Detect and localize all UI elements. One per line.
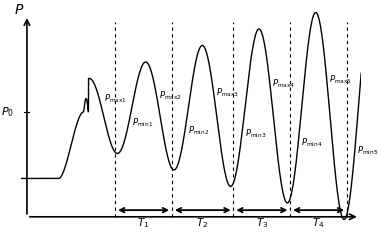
- Text: $P_{\mathrm{max}4}$: $P_{\mathrm{max}4}$: [272, 78, 296, 90]
- Text: $P_{\mathrm{max}2}$: $P_{\mathrm{max}2}$: [159, 89, 182, 102]
- Text: $P_{\mathrm{min}5}$: $P_{\mathrm{min}5}$: [357, 145, 378, 157]
- Text: $P$: $P$: [14, 3, 24, 17]
- Text: $T_1$: $T_1$: [138, 216, 150, 230]
- Text: $P_{\mathrm{min}3}$: $P_{\mathrm{min}3}$: [245, 127, 266, 140]
- Text: $P_{\mathrm{max}3}$: $P_{\mathrm{max}3}$: [216, 87, 239, 99]
- Text: $T_2$: $T_2$: [197, 216, 209, 230]
- Text: $P_{\mathrm{min}1}$: $P_{\mathrm{min}1}$: [132, 117, 153, 129]
- Text: $P_{\mathrm{max}5}$: $P_{\mathrm{max}5}$: [329, 74, 352, 86]
- Text: $P_0$: $P_0$: [1, 105, 14, 119]
- Text: $T_4$: $T_4$: [312, 216, 325, 230]
- Text: $P_{\mathrm{min}2}$: $P_{\mathrm{min}2}$: [188, 124, 209, 137]
- Text: $T_3$: $T_3$: [256, 216, 268, 230]
- Text: $P_{\mathrm{max}1}$: $P_{\mathrm{max}1}$: [104, 93, 126, 105]
- Text: $P_{\mathrm{min}4}$: $P_{\mathrm{min}4}$: [301, 137, 322, 150]
